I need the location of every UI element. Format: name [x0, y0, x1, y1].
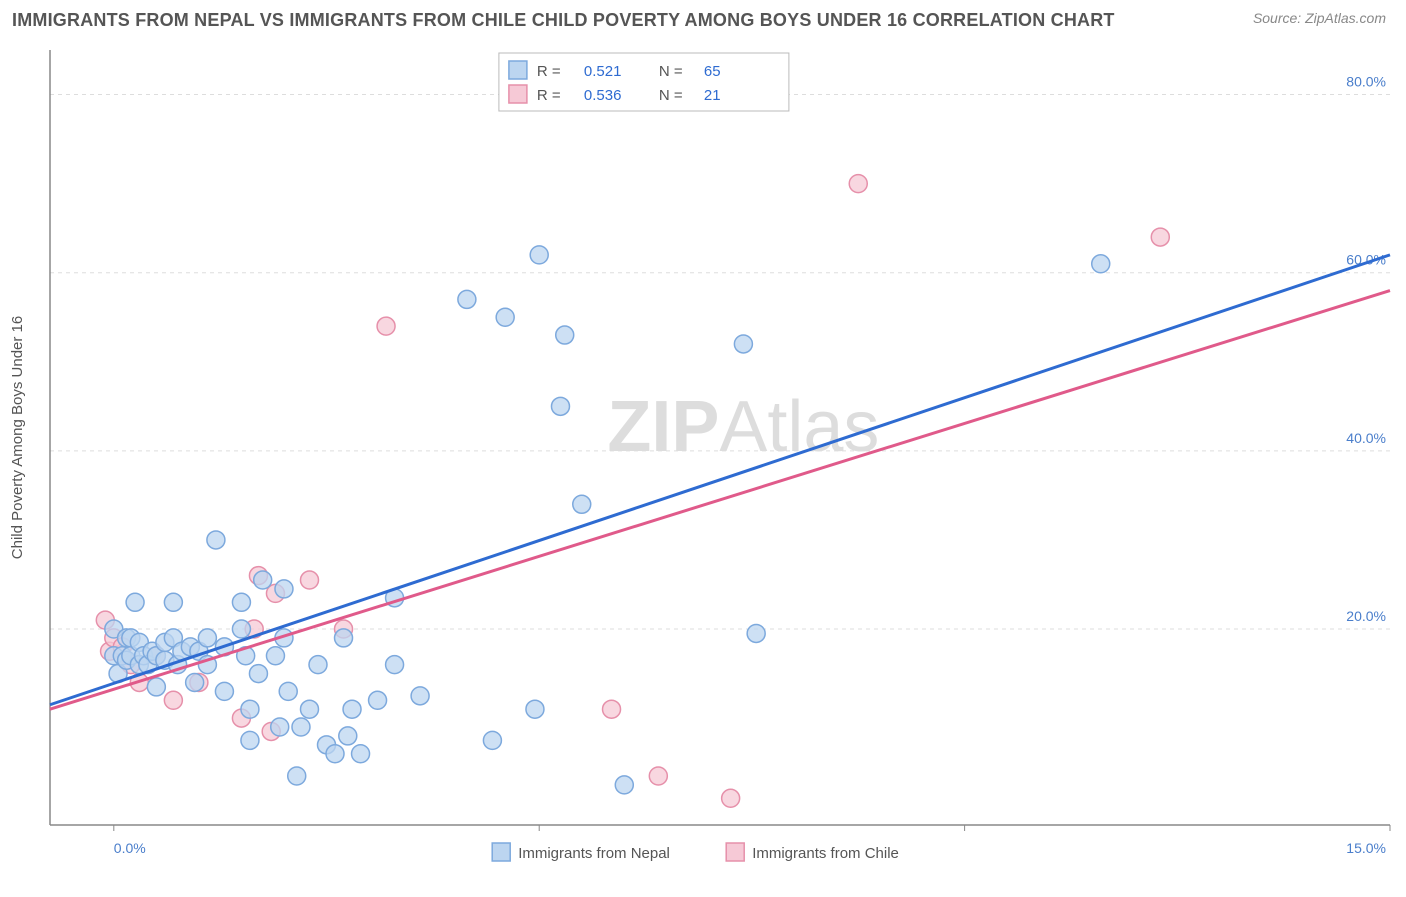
legend-r-label: R =: [537, 63, 561, 80]
data-point: [556, 326, 574, 344]
svg-text:ZIPAtlas: ZIPAtlas: [607, 387, 879, 467]
data-point: [343, 700, 361, 718]
data-point: [411, 687, 429, 705]
data-point: [526, 700, 544, 718]
data-point: [377, 317, 395, 335]
data-point: [386, 656, 404, 674]
data-point: [573, 495, 591, 513]
data-point: [458, 290, 476, 308]
data-point: [849, 175, 867, 193]
legend-swatch: [509, 85, 527, 103]
y-axis-label: 20.0%: [1346, 608, 1386, 624]
data-point: [496, 308, 514, 326]
legend-series-label: Immigrants from Nepal: [518, 845, 670, 862]
y-axis-label: 80.0%: [1346, 74, 1386, 90]
data-point: [266, 647, 284, 665]
data-point: [164, 593, 182, 611]
data-point: [335, 629, 353, 647]
data-point: [254, 571, 272, 589]
data-point: [530, 246, 548, 264]
data-point: [747, 624, 765, 642]
chart-svg: 20.0%40.0%60.0%80.0%ZIPAtlas0.0%15.0%Chi…: [0, 40, 1406, 892]
data-point: [249, 665, 267, 683]
legend-n-label: N =: [659, 63, 683, 80]
chart-title: IMMIGRANTS FROM NEPAL VS IMMIGRANTS FROM…: [12, 10, 1115, 31]
data-point: [615, 776, 633, 794]
legend-n-label: N =: [659, 87, 683, 104]
data-point: [288, 767, 306, 785]
legend-r-value: 0.521: [584, 63, 622, 80]
data-point: [147, 678, 165, 696]
legend-r-label: R =: [537, 87, 561, 104]
watermark: ZIPAtlas: [607, 387, 879, 467]
data-point: [326, 745, 344, 763]
legend-r-value: 0.536: [584, 87, 622, 104]
source-attribution: Source: ZipAtlas.com: [1253, 10, 1386, 26]
data-point: [734, 335, 752, 353]
x-axis-max-label: 15.0%: [1346, 840, 1386, 856]
data-point: [300, 700, 318, 718]
data-point: [551, 397, 569, 415]
legend-swatch: [726, 843, 744, 861]
data-point: [483, 731, 501, 749]
y-axis-title: Child Poverty Among Boys Under 16: [9, 316, 26, 559]
data-point: [215, 682, 233, 700]
data-point: [352, 745, 370, 763]
data-point: [207, 531, 225, 549]
y-axis-label: 40.0%: [1346, 430, 1386, 446]
legend-swatch: [509, 61, 527, 79]
data-point: [232, 620, 250, 638]
data-point: [279, 682, 297, 700]
data-point: [300, 571, 318, 589]
data-point: [164, 691, 182, 709]
data-point: [1151, 228, 1169, 246]
data-point: [292, 718, 310, 736]
data-point: [186, 673, 204, 691]
data-point: [339, 727, 357, 745]
legend-series-label: Immigrants from Chile: [752, 845, 899, 862]
data-point: [275, 580, 293, 598]
legend-n-value: 65: [704, 63, 721, 80]
data-point: [126, 593, 144, 611]
data-point: [603, 700, 621, 718]
scatter-chart: 20.0%40.0%60.0%80.0%ZIPAtlas0.0%15.0%Chi…: [0, 40, 1406, 892]
trend-line: [50, 291, 1390, 710]
data-point: [309, 656, 327, 674]
data-point: [241, 700, 259, 718]
data-point: [241, 731, 259, 749]
data-point: [232, 593, 250, 611]
legend-swatch: [492, 843, 510, 861]
data-point: [369, 691, 387, 709]
data-point: [271, 718, 289, 736]
data-point: [1092, 255, 1110, 273]
data-point: [649, 767, 667, 785]
data-point: [198, 629, 216, 647]
data-point: [722, 789, 740, 807]
legend-n-value: 21: [704, 87, 721, 104]
x-axis-min-label: 0.0%: [114, 840, 146, 856]
trend-line: [50, 255, 1390, 705]
